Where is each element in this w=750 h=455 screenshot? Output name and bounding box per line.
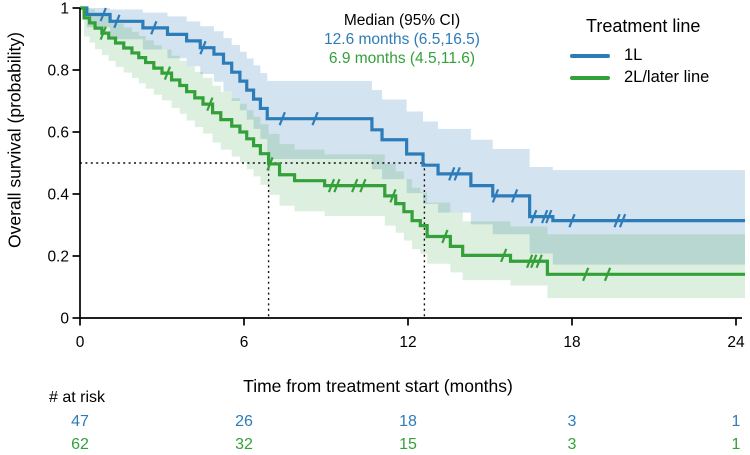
median-annotation-2l: 6.9 months (4.5,11.6): [328, 50, 476, 67]
risk-count-2l-t0: 62: [71, 436, 89, 453]
censor-tick-2l: [206, 97, 214, 112]
x-axis-tick-label: 6: [240, 334, 249, 351]
x-axis-tick-label: 24: [727, 334, 745, 351]
censor-tick-2l: [163, 66, 172, 81]
risk-count-1l-t0: 47: [71, 413, 89, 430]
censor-tick-2l: [535, 254, 543, 269]
legend-label-2l: 2L/later line: [624, 68, 710, 86]
risk-table-header: # at risk: [49, 389, 106, 406]
censor-tick-2l: [359, 178, 367, 193]
censor-tick-1l: [568, 213, 576, 228]
risk-count-1l-t12: 18: [399, 413, 417, 430]
censor-tick-2l: [530, 254, 538, 269]
censor-tick-2l: [266, 157, 274, 171]
x-axis-tick-label: 0: [76, 334, 85, 351]
censor-tick-2l: [351, 178, 359, 193]
legend-title: Treatment line: [586, 16, 701, 36]
censor-tick-2l: [333, 178, 341, 193]
median-annotation-title: Median (95% CI): [343, 12, 461, 29]
x-axis-tick-label: 18: [563, 334, 580, 351]
censor-tick-2l: [500, 248, 508, 263]
censor-tick-1l: [199, 40, 207, 55]
risk-count-1l-t6: 26: [235, 413, 253, 430]
censor-tick-1l: [491, 188, 500, 203]
risk-count-2l-t6: 32: [235, 436, 253, 453]
censor-tick-2l: [603, 267, 612, 282]
y-axis-tick-label: 1: [60, 1, 69, 18]
x-axis-title: Time from treatment start (months): [243, 376, 513, 396]
censor-tick-1l: [510, 188, 519, 203]
median-annotation: Median (95% CI) 12.6 months (6.5,16.5) 6…: [324, 11, 480, 68]
x-axis-tick-label: 12: [399, 334, 416, 351]
censor-tick-2l: [327, 178, 336, 193]
censor-tick-2l: [389, 188, 397, 203]
y-axis-tick-label: 0.4: [47, 187, 69, 204]
censor-tick-1l: [545, 209, 553, 224]
legend-swatch-2l: [570, 76, 610, 80]
censor-tick-2l: [526, 254, 534, 269]
censor-tick-1l: [448, 166, 456, 181]
censor-tick-1l: [453, 166, 461, 181]
censor-tick-1l: [150, 20, 158, 35]
y-axis-tick-label: 0: [60, 311, 69, 328]
risk-count-2l-t12: 15: [399, 436, 417, 453]
y-axis-tick-label: 0.2: [47, 249, 69, 266]
risk-count-1l-t18: 3: [567, 413, 577, 430]
censor-tick-2l: [582, 267, 590, 282]
ci-band-2l: [80, 8, 745, 299]
risk-count-2l-t24: 1: [731, 436, 741, 453]
y-axis-title: Overall survival (probability): [4, 32, 25, 248]
censor-tick-1l: [99, 7, 107, 22]
median-annotation-1l: 12.6 months (6.5,16.5): [324, 31, 480, 48]
survival-curve-1l: [80, 6, 745, 223]
censor-tick-1l: [541, 209, 549, 224]
censor-tick-2l: [441, 229, 449, 244]
legend-swatch-1l: [570, 54, 610, 58]
y-axis-tick-label: 0.8: [47, 63, 69, 80]
censor-tick-2l: [99, 26, 107, 41]
ci-band-1l: [80, 8, 745, 265]
legend-label-1l: 1L: [624, 46, 643, 64]
censor-tick-1l: [278, 111, 286, 126]
censor-tick-1l: [618, 213, 627, 228]
censor-tick-1l: [311, 111, 319, 126]
censor-tick-1l: [113, 14, 121, 29]
survival-curve-2l: [80, 6, 745, 276]
censor-tick-1l: [530, 209, 538, 224]
y-axis-tick-label: 0.6: [47, 125, 69, 142]
risk-count-1l-t24: 1: [731, 413, 741, 430]
censor-tick-1l: [613, 213, 621, 228]
risk-count-2l-t18: 3: [567, 436, 577, 453]
